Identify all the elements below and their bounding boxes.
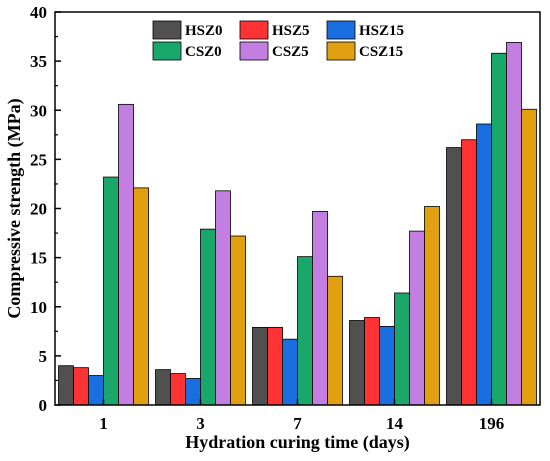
bar-hsz0-7	[252, 326, 268, 406]
bar-hsz15-196	[476, 123, 492, 406]
bar-csz5-196	[506, 42, 522, 406]
y-tick-label: 30	[30, 101, 47, 120]
bar-hsz0-14	[349, 320, 365, 406]
bars-layer	[58, 42, 537, 406]
legend: HSZ0 HSZ5 HSZ15 CSZ0 CSZ5 CSZ15	[152, 20, 404, 61]
bar-hsz15-1	[88, 375, 104, 406]
bar-csz15-14	[424, 206, 440, 406]
bar-csz15-7	[327, 275, 343, 406]
x-tick-label: 14	[386, 414, 404, 433]
bar-hsz15-14	[379, 325, 395, 406]
bar-hsz5-196	[461, 139, 477, 406]
y-axis-title: Compressive strength (MPa)	[4, 98, 25, 318]
legend-swatch	[239, 20, 269, 40]
legend-label: CSZ0	[185, 44, 222, 60]
y-tick-label: 10	[30, 298, 47, 317]
y-tick-label: 20	[30, 200, 47, 219]
y-tick-label: 15	[30, 249, 47, 268]
x-tick-label: 196	[479, 414, 505, 433]
bar-csz5-14	[409, 230, 425, 406]
legend-item-csz15: CSZ15	[326, 41, 403, 61]
y-tick-label: 25	[30, 150, 47, 169]
legend-label: HSZ5	[272, 23, 310, 39]
legend-item-hsz15: HSZ15	[326, 20, 404, 40]
legend-label: HSZ0	[185, 23, 223, 39]
bar-hsz15-3	[185, 378, 201, 406]
bar-hsz0-3	[155, 369, 171, 406]
legend-item-csz0: CSZ0	[152, 41, 222, 61]
bar-csz15-196	[521, 108, 537, 406]
bar-hsz0-1	[58, 365, 74, 406]
legend-swatch	[239, 41, 269, 61]
x-axis: 1 3 7 14 196	[99, 399, 504, 433]
y-tick-label: 40	[30, 3, 47, 22]
legend-swatch	[152, 41, 182, 61]
legend-label: CSZ5	[272, 44, 309, 60]
bar-csz15-3	[230, 235, 246, 406]
bar-csz5-3	[215, 190, 231, 406]
x-axis-title: Hydration curing time (days)	[185, 432, 410, 453]
bar-hsz5-1	[73, 367, 89, 406]
legend-swatch	[152, 20, 182, 40]
bar-csz15-1	[133, 187, 149, 406]
bar-csz0-196	[491, 52, 507, 406]
bar-csz0-1	[103, 176, 119, 406]
bar-hsz15-7	[282, 338, 298, 406]
bar-csz0-7	[297, 256, 313, 406]
bar-hsz5-14	[364, 317, 380, 406]
x-tick-label: 7	[293, 414, 302, 433]
bar-csz0-14	[394, 292, 410, 406]
y-tick-label: 5	[39, 347, 48, 366]
bar-csz5-1	[118, 103, 134, 406]
bar-hsz5-7	[267, 326, 283, 406]
bar-csz0-3	[200, 228, 216, 406]
legend-item-csz5: CSZ5	[239, 41, 309, 61]
legend-item-hsz5: HSZ5	[239, 20, 310, 40]
legend-swatch	[326, 20, 356, 40]
legend-item-hsz0: HSZ0	[152, 20, 223, 40]
bar-hsz0-196	[446, 147, 462, 406]
bar-hsz5-3	[170, 373, 186, 406]
bar-csz5-7	[312, 211, 328, 406]
legend-label: CSZ15	[359, 44, 403, 60]
legend-label: HSZ15	[359, 23, 404, 39]
y-tick-label: 35	[30, 52, 47, 71]
x-tick-label: 1	[99, 414, 108, 433]
y-axis: 0 5 10 15 20 25 30 35 40	[30, 3, 61, 415]
x-tick-label: 3	[196, 414, 205, 433]
y-tick-label: 0	[39, 396, 48, 415]
legend-swatch	[326, 41, 356, 61]
